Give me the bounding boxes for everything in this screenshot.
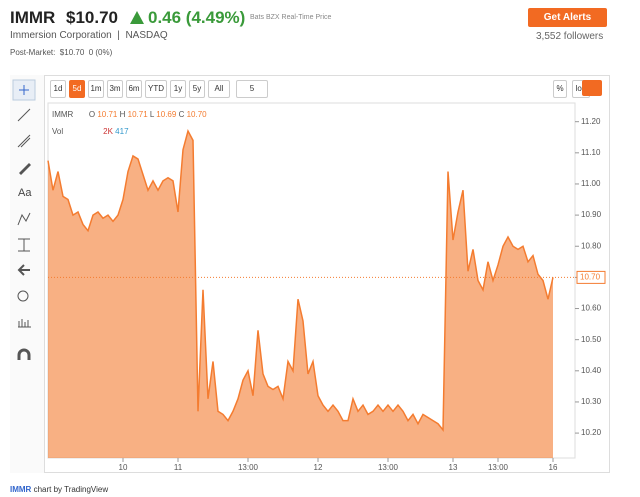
l-label: L [149, 110, 155, 119]
c-label: C [178, 110, 185, 119]
range-button[interactable]: 3m [107, 80, 123, 98]
range-button[interactable]: 1m [88, 80, 104, 98]
x-tick-label: 10 [119, 463, 128, 472]
text-tool[interactable]: Aa [18, 187, 32, 199]
source: Bats BZX Real-Time Price [250, 14, 332, 21]
pm-price: $10.70 [59, 48, 85, 57]
price-tag-label: 10.70 [580, 272, 601, 281]
o-label: O [88, 110, 96, 119]
trend-tool[interactable] [17, 108, 31, 122]
h-val: 10.71 [127, 110, 148, 119]
y-tick-label: 10.30 [581, 397, 602, 406]
c-val: 10.70 [186, 110, 207, 119]
price-tag [576, 270, 606, 284]
magnet-tool[interactable] [17, 348, 31, 360]
x-tick-label: 16 [549, 463, 558, 472]
y-tick-label: 10.80 [581, 241, 602, 250]
y-tick-label: 10.90 [581, 210, 602, 219]
h-label: H [119, 110, 126, 119]
company-name: Immersion Corporation [10, 30, 112, 41]
l-val: 10.69 [156, 110, 177, 119]
price: $10.70 [66, 8, 118, 27]
change: 0.46 (4.49%) [148, 8, 246, 27]
vol-2: 417 [115, 127, 129, 136]
x-tick-label: 13:00 [378, 463, 399, 472]
range-button[interactable]: All [208, 80, 230, 98]
pm-label: Post-Market: [10, 48, 56, 57]
followers: 3,552 followers [536, 31, 604, 42]
footer-link[interactable]: IMMR [10, 485, 32, 494]
x-tick-label: 13:00 [238, 463, 259, 472]
range-button[interactable]: 5d [69, 80, 85, 98]
y-tick-label: 11.20 [581, 117, 601, 126]
y-tick-label: 10.20 [581, 428, 602, 437]
vol-row: Vol 2K 417 [52, 127, 129, 136]
x-tick-label: 13:00 [488, 463, 509, 472]
bars-tool[interactable] [18, 319, 31, 328]
price-line [47, 128, 554, 433]
post-market: Post-Market: $10.70 0 (0%) [10, 48, 112, 57]
camera-button[interactable] [582, 80, 602, 96]
range-button[interactable]: 6m [126, 80, 142, 98]
measure-tool[interactable] [18, 238, 30, 252]
footer: IMMR chart by TradingView [10, 485, 108, 494]
range-button[interactable]: YTD [145, 80, 167, 98]
get-alerts[interactable]: Get Alerts [528, 8, 607, 27]
side-toolbar [10, 75, 45, 473]
legend-row: IMMR O 10.71 H 10.71 L 10.69 C 10.70 [52, 110, 207, 119]
o-val: 10.71 [97, 110, 118, 119]
up-arrow [130, 11, 144, 24]
x-tick-label: 12 [314, 463, 323, 472]
brush-tool[interactable] [19, 163, 31, 175]
footer-text: chart by TradingView [33, 485, 109, 494]
range-button[interactable]: 5y [189, 80, 205, 98]
range-button[interactable]: 1y [170, 80, 186, 98]
pm-change: 0 (0%) [88, 48, 113, 57]
fib-tool[interactable] [17, 134, 31, 148]
company: Immersion Corporation | NASDAQ [10, 30, 168, 41]
price-area [48, 131, 553, 459]
chart: 10.20 10.30 10.40 10.50 10.60 10.70 10.80 10.90… [47, 102, 606, 472]
y-tick-label: 10.50 [581, 335, 602, 344]
range-button[interactable]: 1d [50, 80, 66, 98]
interval-button[interactable]: 5 [236, 80, 268, 98]
legend-symbol: IMMR [52, 110, 74, 119]
y-tick-label: 10.60 [581, 304, 602, 313]
y-tick-label: 11.10 [581, 148, 601, 157]
x-tick-label: 11 [174, 463, 183, 472]
vol-label: Vol [52, 127, 64, 136]
exchange: NASDAQ [125, 30, 168, 41]
y-tick-label: 11.00 [581, 179, 601, 188]
x-tick-label: 13 [449, 463, 458, 472]
symbol: IMMR [10, 8, 56, 27]
vol-1: 2K [103, 127, 113, 136]
zoom-tool[interactable] [17, 290, 29, 302]
back-tool[interactable] [17, 264, 30, 276]
pattern-tool[interactable] [17, 212, 31, 226]
side-icons: Aa [12, 79, 36, 360]
percent-button[interactable]: % [553, 80, 567, 98]
y-tick-label: 10.40 [581, 366, 602, 375]
